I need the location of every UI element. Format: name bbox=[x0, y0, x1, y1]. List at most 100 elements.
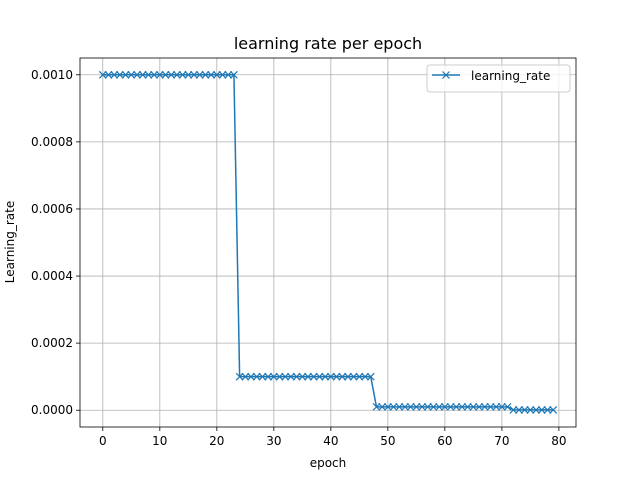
data-point-marker bbox=[349, 372, 358, 381]
data-point-marker bbox=[458, 402, 466, 411]
marker-stroke bbox=[509, 405, 518, 414]
marker-stroke bbox=[315, 372, 324, 381]
x-tick-label: 80 bbox=[551, 434, 566, 448]
data-point-marker bbox=[281, 372, 290, 381]
marker-stroke bbox=[167, 70, 176, 79]
data-point-marker bbox=[383, 402, 392, 411]
data-point-marker bbox=[110, 70, 119, 79]
data-point-marker bbox=[446, 402, 455, 411]
data-point-marker bbox=[224, 70, 233, 79]
legend-box bbox=[426, 64, 571, 93]
data-point-marker bbox=[167, 70, 176, 79]
marker-stroke bbox=[138, 70, 147, 79]
marker-stroke bbox=[252, 372, 261, 381]
data-point-marker bbox=[298, 372, 307, 381]
data-point-marker bbox=[423, 402, 432, 411]
data-point-marker bbox=[133, 70, 141, 79]
data-point-marker bbox=[321, 372, 330, 381]
data-point-marker bbox=[269, 372, 278, 381]
data-point-marker bbox=[475, 402, 484, 411]
data-point-marker bbox=[309, 372, 318, 381]
marker-stroke bbox=[212, 70, 221, 79]
marker-stroke bbox=[440, 402, 449, 411]
y-tick-label: 0.0008 bbox=[31, 135, 73, 149]
data-point-marker bbox=[218, 70, 227, 79]
data-point-marker bbox=[304, 372, 312, 381]
marker-stroke bbox=[110, 70, 119, 79]
marker-stroke bbox=[452, 402, 461, 411]
data-point-marker bbox=[150, 70, 159, 79]
marker-stroke bbox=[389, 402, 398, 411]
data-point-marker bbox=[275, 372, 284, 381]
marker-stroke bbox=[543, 405, 552, 414]
y-axis-label: Learning_rate bbox=[3, 201, 17, 283]
data-point-marker bbox=[440, 402, 449, 411]
data-point-marker bbox=[287, 372, 295, 381]
data-point-marker bbox=[389, 402, 398, 411]
marker-stroke bbox=[446, 402, 455, 411]
marker-stroke bbox=[326, 372, 335, 381]
marker-stroke bbox=[463, 402, 472, 411]
marker-stroke bbox=[235, 372, 244, 381]
marker-stroke bbox=[258, 372, 267, 381]
marker-stroke bbox=[429, 402, 438, 411]
data-point-marker bbox=[241, 372, 250, 381]
y-tick-label: 0.0004 bbox=[31, 269, 73, 283]
data-point-marker bbox=[418, 402, 426, 411]
marker-stroke bbox=[475, 402, 484, 411]
marker-stroke bbox=[298, 372, 307, 381]
marker-stroke bbox=[104, 70, 113, 79]
marker-stroke bbox=[172, 70, 181, 79]
marker-stroke bbox=[532, 405, 541, 414]
marker-stroke bbox=[309, 372, 318, 381]
marker-stroke bbox=[201, 70, 210, 79]
marker-stroke bbox=[321, 372, 330, 381]
marker-stroke bbox=[155, 70, 164, 79]
marker-stroke bbox=[241, 372, 250, 381]
data-point-marker bbox=[532, 405, 541, 414]
data-point-marker bbox=[429, 402, 438, 411]
data-point-marker bbox=[207, 70, 216, 79]
data-point-marker bbox=[172, 70, 181, 79]
data-point-marker bbox=[264, 372, 273, 381]
marker-stroke bbox=[275, 372, 284, 381]
marker-stroke bbox=[344, 372, 352, 381]
marker-stroke bbox=[98, 70, 107, 79]
data-point-marker bbox=[98, 70, 107, 79]
marker-stroke bbox=[372, 402, 381, 411]
data-point-marker bbox=[537, 405, 546, 414]
marker-stroke bbox=[184, 70, 193, 79]
legend: learning_rate bbox=[426, 64, 571, 93]
x-tick-label: 50 bbox=[380, 434, 395, 448]
marker-stroke bbox=[190, 70, 198, 79]
marker-stroke bbox=[269, 372, 278, 381]
x-tick-label: 20 bbox=[209, 434, 224, 448]
data-point-marker bbox=[338, 372, 347, 381]
data-point-marker bbox=[212, 70, 221, 79]
x-tick-label: 60 bbox=[437, 434, 452, 448]
marker-stroke bbox=[492, 402, 501, 411]
data-point-marker bbox=[155, 70, 164, 79]
data-point-marker bbox=[190, 70, 198, 79]
marker-stroke bbox=[133, 70, 141, 79]
marker-stroke bbox=[349, 372, 358, 381]
marker-stroke bbox=[178, 70, 187, 79]
data-point-marker bbox=[492, 402, 501, 411]
legend-marker bbox=[442, 71, 450, 79]
data-point-marker bbox=[372, 402, 381, 411]
data-point-marker bbox=[503, 402, 512, 411]
marker-stroke bbox=[338, 372, 347, 381]
legend-marker-stroke bbox=[442, 71, 450, 79]
y-tick-label: 0.0002 bbox=[31, 336, 73, 350]
data-point-marker bbox=[235, 372, 244, 381]
marker-stroke bbox=[458, 402, 466, 411]
data-point-marker bbox=[121, 70, 130, 79]
data-point-marker bbox=[378, 402, 387, 411]
marker-stroke bbox=[549, 405, 558, 414]
marker-stroke bbox=[287, 372, 295, 381]
data-point-marker bbox=[497, 402, 506, 411]
axis-ticks: 0 10 20 30 40 50 60 70 80 0.0000 0.0002 0.0004 0.000… bbox=[31, 68, 567, 448]
marker-stroke bbox=[150, 70, 159, 79]
